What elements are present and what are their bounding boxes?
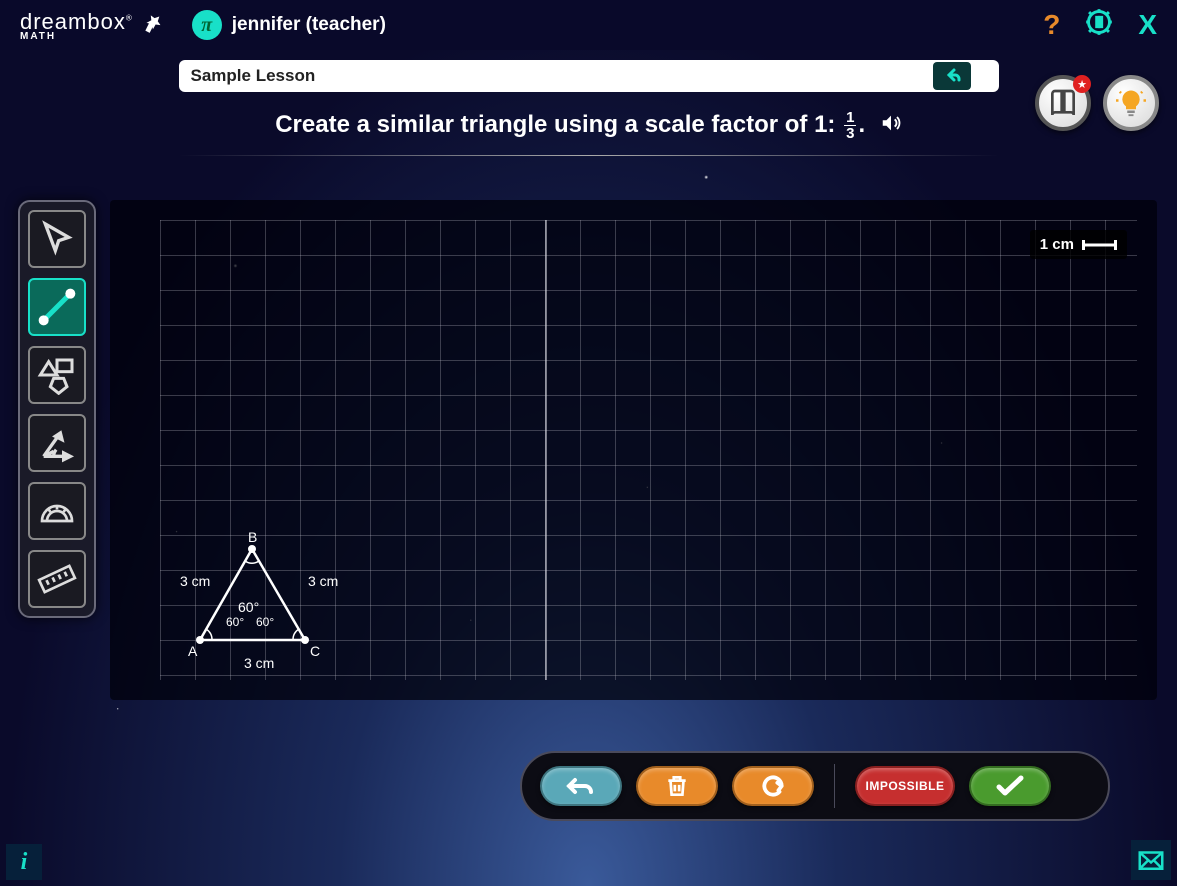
rocket-icon bbox=[141, 9, 167, 41]
angle-a-label: 60° bbox=[226, 615, 244, 629]
protractor-tool[interactable] bbox=[28, 482, 86, 540]
close-icon[interactable]: X bbox=[1138, 9, 1157, 41]
lesson-header: Sample Lesson Create a similar triangle … bbox=[179, 60, 999, 156]
divider bbox=[834, 764, 835, 808]
impossible-button[interactable]: IMPOSSIBLE bbox=[855, 766, 955, 806]
brand-logo: dreambox® MATH bbox=[20, 9, 133, 42]
mail-button[interactable] bbox=[1131, 840, 1171, 880]
delete-button[interactable] bbox=[636, 766, 718, 806]
drawing-canvas[interactable]: 1 cm A C B 3 cm 3 cm 3 cm 60° 60° 60° bbox=[110, 200, 1157, 700]
side-ab-label: 3 cm bbox=[180, 573, 210, 589]
vertex-b-label: B bbox=[248, 529, 257, 545]
star-badge-icon: ★ bbox=[1073, 75, 1091, 93]
info-button[interactable]: i bbox=[6, 844, 42, 880]
tool-palette bbox=[18, 200, 96, 618]
vertex-a-label: A bbox=[188, 643, 198, 659]
help-icon[interactable]: ? bbox=[1043, 9, 1060, 41]
audio-icon[interactable] bbox=[880, 112, 902, 140]
pointer-tool[interactable] bbox=[28, 210, 86, 268]
lesson-title: Sample Lesson bbox=[191, 66, 316, 86]
top-nav: dreambox® MATH π jennifer (teacher) ? X bbox=[0, 0, 1177, 50]
ruler-tool[interactable] bbox=[28, 550, 86, 608]
submit-button[interactable] bbox=[969, 766, 1051, 806]
angle-tool[interactable] bbox=[28, 414, 86, 472]
angle-c-label: 60° bbox=[256, 615, 274, 629]
hint-button[interactable] bbox=[1103, 75, 1159, 131]
undo-button[interactable] bbox=[540, 766, 622, 806]
shapes-tool[interactable] bbox=[28, 346, 86, 404]
side-bc-label: 3 cm bbox=[308, 573, 338, 589]
helper-buttons: ★ bbox=[1035, 75, 1159, 131]
progress-bar: Sample Lesson bbox=[179, 60, 999, 92]
side-ac-label: 3 cm bbox=[244, 655, 274, 671]
given-triangle[interactable]: A C B 3 cm 3 cm 3 cm 60° 60° 60° bbox=[150, 500, 350, 670]
scale-legend: 1 cm bbox=[1030, 230, 1127, 259]
vertex-c-label: C bbox=[310, 643, 320, 659]
reset-button[interactable] bbox=[732, 766, 814, 806]
line-tool[interactable] bbox=[28, 278, 86, 336]
angle-b-label: 60° bbox=[238, 599, 259, 615]
user-name[interactable]: jennifer (teacher) bbox=[232, 14, 386, 36]
instruction-text: Create a similar triangle using a scale … bbox=[179, 110, 999, 141]
action-bar: IMPOSSIBLE bbox=[520, 751, 1110, 821]
back-button[interactable] bbox=[933, 62, 971, 90]
settings-icon[interactable] bbox=[1085, 8, 1113, 43]
reference-book-button[interactable]: ★ bbox=[1035, 75, 1091, 131]
user-avatar-badge[interactable]: π bbox=[192, 10, 222, 40]
